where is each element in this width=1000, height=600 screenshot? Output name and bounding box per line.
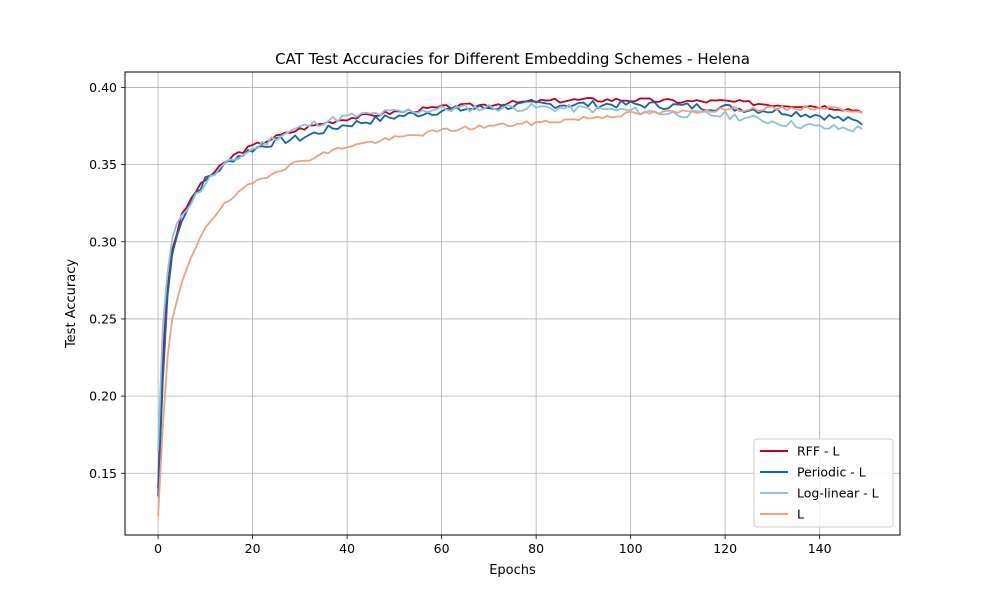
series-line (157, 97, 863, 489)
axis-ticks: 0 20 40 60 80 100 120 140 0.15 0.20 0.25 0.30 0.35 0.… (89, 80, 831, 556)
x-tick-label: 120 (713, 541, 737, 556)
x-tick-label: 60 (434, 541, 450, 556)
x-tick-label: 140 (808, 541, 832, 556)
grid-lines (125, 72, 900, 535)
legend: RFF - L Periodic - L Log-linear - L L (753, 438, 894, 528)
series-line (157, 102, 863, 451)
y-tick-label: 0.20 (89, 389, 117, 404)
legend-label: RFF - L (797, 444, 840, 459)
y-tick-label: 0.30 (89, 234, 117, 249)
plot-frame (124, 71, 901, 536)
x-tick-label: 0 (154, 541, 162, 556)
legend-label: Periodic - L (797, 465, 866, 480)
y-tick-label: 0.15 (89, 466, 117, 481)
legend-box (753, 438, 894, 528)
legend-label: Log-linear - L (797, 486, 879, 501)
y-tick-label: 0.40 (89, 80, 117, 95)
y-tick-label: 0.35 (89, 157, 117, 172)
x-tick-label: 80 (528, 541, 544, 556)
x-tick-label: 100 (619, 541, 643, 556)
series-lines (157, 97, 863, 517)
chart-title: CAT Test Accuracies for Different Embedd… (275, 50, 750, 68)
y-tick-label: 0.25 (89, 311, 117, 326)
y-axis-label: Test Accuracy (64, 259, 79, 349)
series-line (157, 104, 863, 517)
x-tick-label: 40 (339, 541, 355, 556)
legend-label: L (797, 507, 804, 522)
x-tick-label: 20 (245, 541, 261, 556)
x-axis-label: Epochs (489, 563, 536, 578)
